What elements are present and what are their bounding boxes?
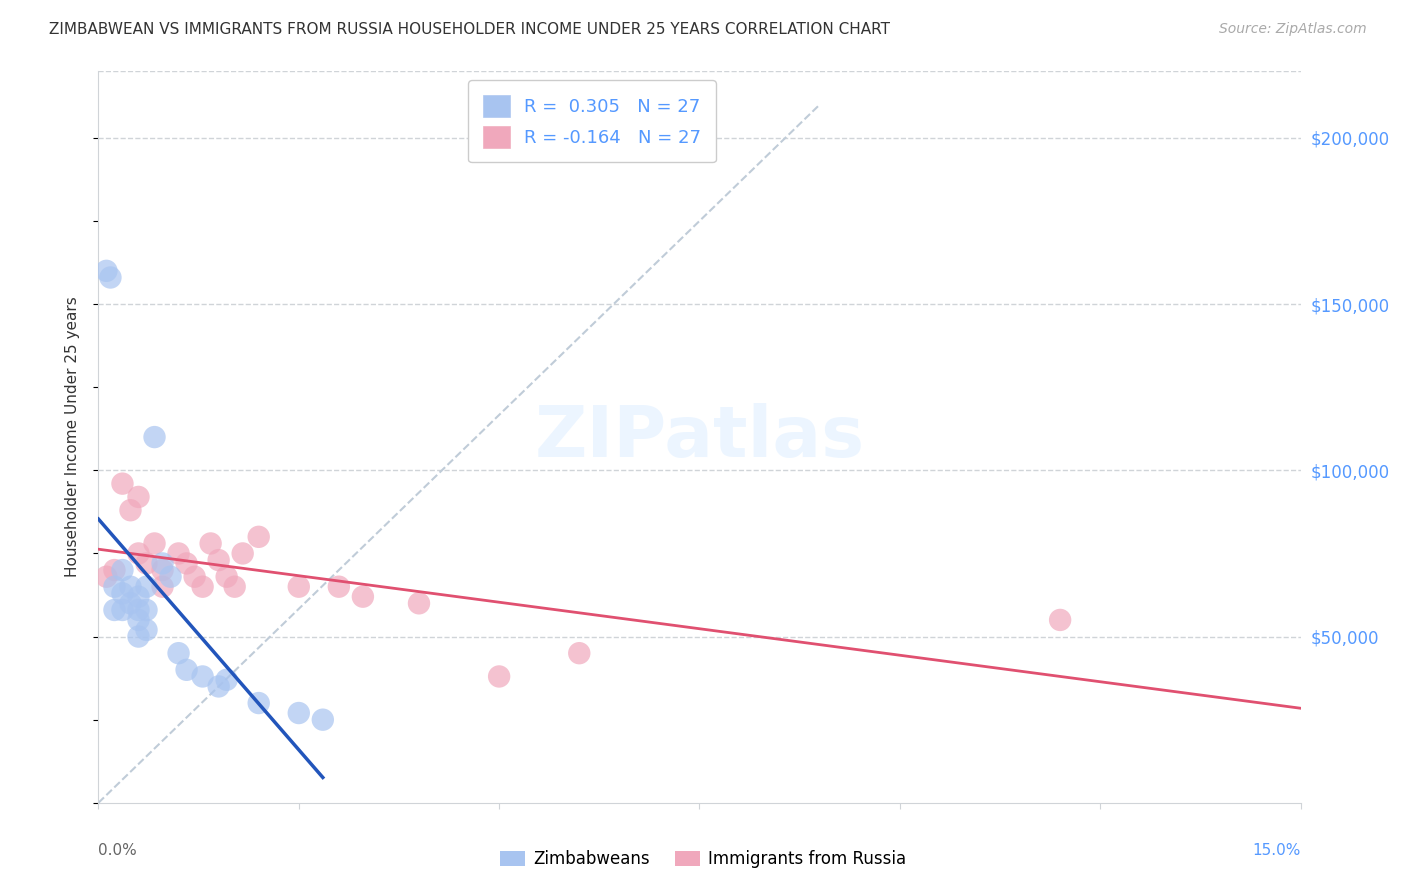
Point — [135, 580, 157, 594]
Point — [191, 669, 214, 683]
Point — [152, 557, 174, 571]
Point — [208, 553, 231, 567]
Point — [288, 580, 311, 594]
Point — [100, 270, 122, 285]
Point — [176, 557, 198, 571]
Point — [152, 563, 174, 577]
Y-axis label: Householder Income Under 25 years: Householder Income Under 25 years — [65, 297, 80, 577]
Point — [111, 586, 134, 600]
Point — [96, 570, 118, 584]
Point — [143, 430, 166, 444]
Point — [120, 580, 142, 594]
Point — [183, 570, 205, 584]
Text: 0.0%: 0.0% — [98, 843, 138, 858]
Point — [111, 563, 134, 577]
Point — [111, 603, 134, 617]
Text: Source: ZipAtlas.com: Source: ZipAtlas.com — [1219, 22, 1367, 37]
Point — [408, 596, 430, 610]
Point — [288, 706, 311, 720]
Point — [167, 646, 190, 660]
Legend: R =  0.305   N = 27, R = -0.164   N = 27: R = 0.305 N = 27, R = -0.164 N = 27 — [468, 80, 716, 162]
Point — [224, 580, 246, 594]
Point — [120, 503, 142, 517]
Point — [128, 613, 150, 627]
Point — [135, 603, 157, 617]
Point — [143, 536, 166, 550]
Point — [128, 490, 150, 504]
Legend: Zimbabweans, Immigrants from Russia: Zimbabweans, Immigrants from Russia — [494, 844, 912, 875]
Text: ZIMBABWEAN VS IMMIGRANTS FROM RUSSIA HOUSEHOLDER INCOME UNDER 25 YEARS CORRELATI: ZIMBABWEAN VS IMMIGRANTS FROM RUSSIA HOU… — [49, 22, 890, 37]
Point — [128, 546, 150, 560]
Point — [208, 680, 231, 694]
Point — [96, 264, 118, 278]
Point — [232, 546, 254, 560]
Point — [128, 590, 150, 604]
Point — [215, 673, 238, 687]
Point — [103, 603, 125, 617]
Point — [247, 530, 270, 544]
Point — [200, 536, 222, 550]
Point — [135, 623, 157, 637]
Point — [328, 580, 350, 594]
Point — [215, 570, 238, 584]
Point — [128, 630, 150, 644]
Point — [120, 596, 142, 610]
Point — [159, 570, 181, 584]
Point — [103, 580, 125, 594]
Point — [1049, 613, 1071, 627]
Point — [167, 546, 190, 560]
Point — [352, 590, 374, 604]
Point — [152, 580, 174, 594]
Point — [128, 603, 150, 617]
Point — [176, 663, 198, 677]
Text: ZIPatlas: ZIPatlas — [534, 402, 865, 472]
Point — [135, 557, 157, 571]
Text: 15.0%: 15.0% — [1253, 843, 1301, 858]
Point — [568, 646, 591, 660]
Point — [312, 713, 335, 727]
Point — [111, 476, 134, 491]
Point — [488, 669, 510, 683]
Point — [247, 696, 270, 710]
Point — [191, 580, 214, 594]
Point — [103, 563, 125, 577]
